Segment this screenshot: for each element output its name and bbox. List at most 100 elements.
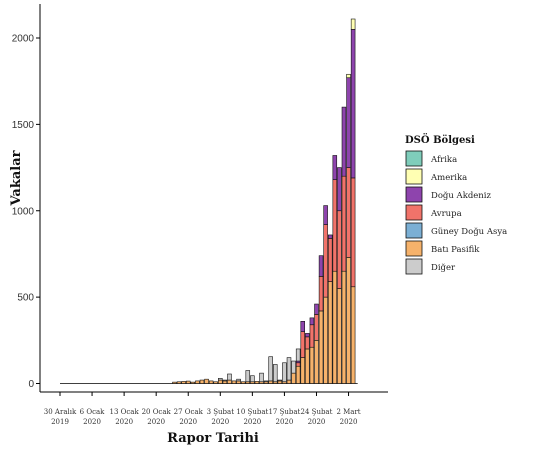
bar-segment — [273, 364, 278, 383]
legend-swatch — [405, 240, 423, 257]
bar-segment — [309, 346, 315, 384]
bar-segment — [323, 205, 328, 225]
x-tick-label-year: 2019 — [51, 418, 69, 426]
bar-segment — [282, 362, 287, 383]
legend-swatch — [405, 222, 423, 239]
x-tick-label-year: 2020 — [276, 418, 294, 426]
bar-segment — [332, 155, 338, 180]
legend: DSÖ Bölgesi Afrika Amerika Doğu Akdeniz Avr… — [405, 133, 507, 275]
y-tick-label: 1500 — [12, 120, 35, 131]
bar-segment — [309, 324, 315, 348]
bar-segment — [250, 375, 255, 383]
bar-segment — [286, 357, 292, 381]
bar-segment — [245, 370, 251, 383]
bar-segment — [305, 333, 310, 338]
bar-segment — [254, 381, 260, 384]
legend-label: Diğer — [431, 262, 456, 273]
bar-segment — [323, 224, 328, 298]
bar-segment — [346, 257, 351, 384]
bar-segment — [346, 77, 351, 168]
bar-segment — [218, 379, 223, 384]
bar-segment — [268, 356, 273, 382]
legend-swatch — [405, 204, 423, 221]
bar-segment — [204, 378, 209, 384]
bar-segment — [337, 288, 342, 384]
bar-segment — [337, 167, 342, 212]
bar-segment — [350, 177, 356, 288]
bar-segment — [327, 281, 333, 384]
x-tick-label-year: 2020 — [340, 418, 358, 426]
bar-segment — [213, 381, 218, 384]
bar-segment — [309, 317, 315, 326]
bar-segment — [323, 296, 328, 384]
bar-segment — [291, 360, 296, 374]
bar-segment — [346, 73, 351, 79]
bar-segment — [332, 270, 338, 384]
bar-segment — [305, 348, 310, 384]
bars-layer — [60, 18, 358, 384]
x-tick-label-year: 2020 — [115, 418, 133, 426]
legend-swatch — [405, 186, 423, 203]
bar-segment — [300, 331, 305, 358]
bar-segment — [291, 372, 296, 384]
bar-segment — [314, 303, 319, 315]
y-tick-label: 2000 — [12, 34, 35, 45]
bar-segment — [341, 106, 347, 177]
bar-segment — [318, 310, 324, 384]
bar-segment — [295, 365, 301, 384]
x-tick-label: 27 Ocak — [174, 408, 204, 416]
bar-segment — [172, 381, 177, 384]
bar-segment — [318, 276, 324, 312]
bar-segment — [277, 379, 283, 382]
bar-segment — [222, 379, 228, 382]
bar-segment — [195, 380, 200, 384]
x-tick-label-year: 2020 — [83, 418, 101, 426]
x-tick-label-year: 2020 — [179, 418, 197, 426]
bar-segment — [327, 238, 333, 282]
legend-label: Avrupa — [430, 209, 462, 219]
x-tick-label: 3 Şubat — [207, 408, 235, 416]
legend-swatch — [405, 150, 423, 167]
bar-segment — [341, 175, 347, 272]
bar-segment — [240, 381, 246, 384]
x-tick-label: 30 Aralık — [44, 408, 77, 416]
bar-segment — [227, 373, 232, 381]
x-tick-label-year: 2020 — [211, 418, 229, 426]
bar-segment — [208, 380, 214, 384]
x-tick-label: 17 Şubat — [268, 408, 300, 416]
bar-segment — [300, 357, 305, 384]
bar-segment — [300, 321, 305, 332]
bar-segment — [327, 234, 333, 239]
x-tick-label-year: 2020 — [147, 418, 165, 426]
bar-segment — [305, 336, 310, 350]
x-tick-label: 24 Şubat — [301, 408, 333, 416]
y-tick-label: 1000 — [12, 206, 35, 217]
x-tick-label: 2 Mart — [336, 408, 360, 416]
bar-segment — [350, 18, 356, 30]
bar-segment — [190, 381, 196, 384]
bar-segment — [314, 314, 319, 341]
bar-segment — [341, 270, 347, 384]
bar-segment — [236, 380, 241, 384]
bar-segment — [199, 379, 205, 384]
y-tick-label: 0 — [28, 379, 34, 390]
bar-segment — [231, 380, 237, 384]
x-tick-label-year: 2020 — [243, 418, 261, 426]
legend-label: Batı Pasifik — [431, 245, 480, 255]
legend-label: Amerika — [430, 173, 467, 183]
y-ticks: 0 500 1000 1500 2000 — [12, 34, 40, 390]
x-ticks: 30 Aralık 2019 6 Ocak 2020 13 Ocak 2020 20 Oca… — [44, 392, 361, 426]
bar-segment — [295, 348, 301, 362]
bar-segment — [227, 379, 232, 384]
x-tick-label: 6 Ocak — [80, 408, 106, 416]
bar-segment — [318, 255, 324, 277]
legend-label: Güney Doğu Asya — [431, 226, 507, 237]
bar-segment — [314, 340, 319, 384]
bar-segment — [222, 380, 228, 384]
bar-segment — [295, 362, 301, 367]
x-tick-label-year: 2020 — [308, 418, 326, 426]
y-tick-label: 500 — [17, 293, 34, 304]
legend-title: DSÖ Bölgesi — [405, 133, 475, 146]
bar-segment — [218, 378, 223, 381]
